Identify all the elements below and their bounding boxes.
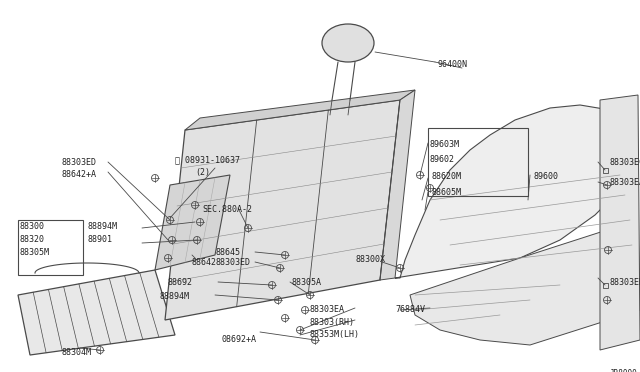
Bar xyxy=(428,128,528,196)
Text: 88894M: 88894M xyxy=(87,222,117,231)
Ellipse shape xyxy=(322,24,374,62)
Text: 88605M: 88605M xyxy=(432,188,462,197)
Text: 88353M(LH): 88353M(LH) xyxy=(310,330,360,339)
Text: 88894M: 88894M xyxy=(160,292,190,301)
Polygon shape xyxy=(185,90,415,130)
Text: 96400N: 96400N xyxy=(438,60,468,69)
Polygon shape xyxy=(155,175,230,270)
Polygon shape xyxy=(395,105,635,278)
Polygon shape xyxy=(380,90,415,280)
Text: SEC.880A-2: SEC.880A-2 xyxy=(202,205,252,214)
Text: 88303EA: 88303EA xyxy=(610,178,640,187)
Text: 08692+A: 08692+A xyxy=(222,335,257,344)
Polygon shape xyxy=(410,220,640,345)
Text: 88303EC: 88303EC xyxy=(610,158,640,167)
Text: 88304M: 88304M xyxy=(62,348,92,357)
Text: 88642: 88642 xyxy=(192,258,217,267)
Text: 88642+A: 88642+A xyxy=(62,170,97,179)
Text: 88303ED: 88303ED xyxy=(62,158,97,167)
Text: (2): (2) xyxy=(195,168,210,177)
Text: Ⓝ 08931-10637: Ⓝ 08931-10637 xyxy=(175,155,240,164)
Bar xyxy=(602,167,607,173)
Polygon shape xyxy=(600,95,640,350)
Text: 89603M: 89603M xyxy=(430,140,460,149)
Polygon shape xyxy=(18,270,175,355)
Text: 88300: 88300 xyxy=(20,222,45,231)
Text: 88303EB: 88303EB xyxy=(610,278,640,287)
Text: 88901: 88901 xyxy=(87,235,112,244)
Text: 89602: 89602 xyxy=(430,155,455,164)
Bar xyxy=(602,282,607,288)
Text: 76884V: 76884V xyxy=(395,305,425,314)
Text: 88303ED: 88303ED xyxy=(216,258,251,267)
Bar xyxy=(18,220,83,275)
Text: 89600: 89600 xyxy=(533,172,558,181)
Text: 88320: 88320 xyxy=(20,235,45,244)
Text: 88305A: 88305A xyxy=(292,278,322,287)
Text: JR8000_0: JR8000_0 xyxy=(610,368,640,372)
Text: 88645: 88645 xyxy=(216,248,241,257)
Text: 88303(RH): 88303(RH) xyxy=(310,318,355,327)
Text: 88692: 88692 xyxy=(168,278,193,287)
Text: 88305M: 88305M xyxy=(20,248,50,257)
Text: 88620M: 88620M xyxy=(432,172,462,181)
Polygon shape xyxy=(165,100,400,320)
Text: 88303EA: 88303EA xyxy=(310,305,345,314)
Text: 88300X: 88300X xyxy=(355,255,385,264)
